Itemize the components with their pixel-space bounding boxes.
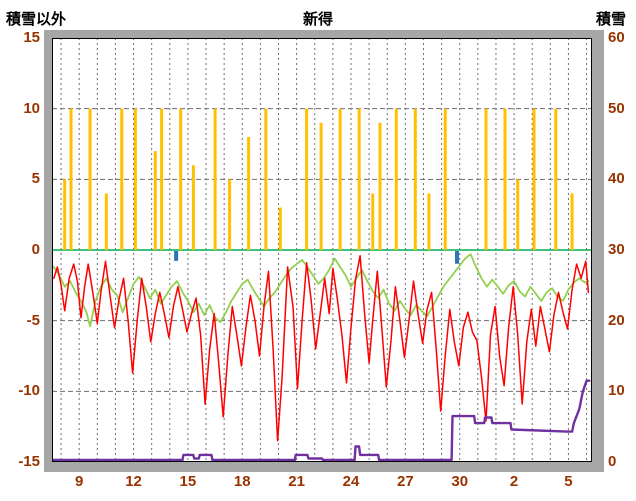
x-tick-label: 12 [125,473,142,490]
right-tick-label: 10 [608,382,625,400]
plot-area [52,38,592,462]
left-tick-label: 0 [31,241,40,258]
x-tick-label: 24 [342,473,360,490]
left-axis-title: 積雪以外 [6,11,67,28]
x-tick-label: 2 [509,473,519,490]
right-axis-title: 積雪 [595,11,626,28]
right-tick-label: 60 [608,29,625,46]
left-tick-label: -5 [26,311,40,329]
right-tick-label: 20 [608,311,625,329]
left-tick-label: 5 [31,170,40,188]
left-tick-label: 15 [23,29,40,46]
chart-title: 新得 [302,11,333,28]
x-tick-label: 5 [564,473,573,490]
x-tick-label: 27 [397,473,414,490]
x-tick-label: 21 [288,473,305,490]
right-tick-label: 30 [608,241,625,258]
right-tick-label: 0 [608,453,617,470]
right-tick-label: 40 [608,170,625,188]
x-tick-label: 9 [75,473,84,490]
x-tick-label: 15 [179,473,197,490]
right-tick-label: 50 [608,99,625,117]
left-tick-label: 10 [23,99,40,117]
x-tick-label: 18 [233,473,251,490]
left-tick-label: -15 [18,453,40,470]
left-tick-label: -10 [18,382,40,400]
plot-frame [44,30,604,472]
x-tick-label: 30 [451,473,469,490]
